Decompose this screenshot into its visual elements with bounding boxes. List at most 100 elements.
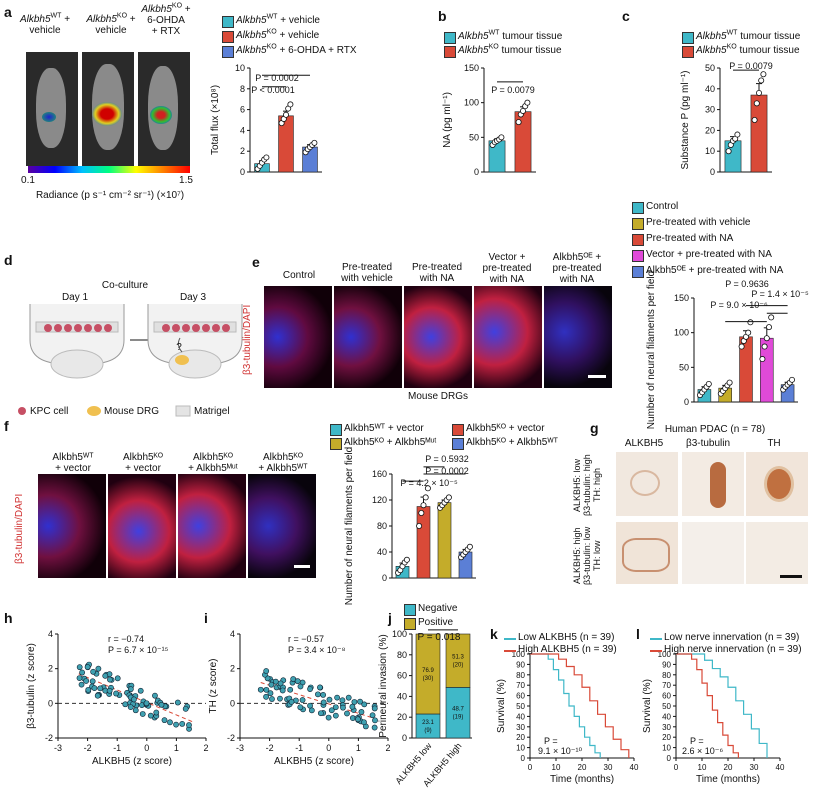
- g-col-1: ALKBH5: [624, 438, 664, 449]
- i-x-tick-label: 0: [326, 743, 331, 753]
- i-point: [297, 704, 304, 711]
- f-y-tick-label: 120: [372, 495, 387, 505]
- i-point: [351, 699, 358, 705]
- i-y-tick-label: 4: [230, 629, 235, 639]
- l-x-tick-label: 20: [724, 763, 733, 772]
- e-col-2: Pre-treated with vehicle: [341, 262, 393, 284]
- h-point: [127, 686, 134, 693]
- a-point: [287, 101, 294, 108]
- h-x-tick-label: -3: [54, 743, 62, 753]
- h-point: [132, 707, 139, 714]
- panel-label-f: f: [4, 418, 9, 434]
- k-x-tick-label: 20: [578, 763, 587, 772]
- ivis-image-rtx: [138, 52, 190, 166]
- i-y-tick-label: 2: [230, 664, 235, 674]
- j-y-tick-label: 20: [397, 712, 407, 722]
- e-point: [759, 356, 766, 363]
- h-point: [161, 717, 168, 724]
- c-point: [753, 100, 760, 107]
- h-y-label: β3-tubulin (z score): [26, 643, 37, 729]
- c-y-tick-label: 0: [710, 167, 715, 177]
- i-point: [344, 710, 350, 717]
- g-img-r2c1: [616, 522, 678, 584]
- h-point: [76, 664, 83, 671]
- l-y-tick-label: 80: [662, 671, 671, 680]
- h-point: [94, 692, 101, 699]
- h-point: [139, 711, 146, 717]
- legend-swatch: [632, 266, 644, 278]
- g-img-r1c1: [616, 452, 678, 516]
- e-point: [763, 335, 770, 342]
- f-point: [466, 543, 473, 550]
- c-point: [758, 77, 765, 84]
- h-point: [186, 722, 192, 728]
- e-p2: P = 1.4 × 10⁻⁵: [751, 289, 809, 299]
- k-series-high: [530, 653, 630, 758]
- k-x-tick-label: 10: [552, 763, 561, 772]
- a-y-label: Total flux (×10⁸): [210, 85, 221, 155]
- b-y-tick-label: 100: [464, 98, 479, 108]
- i-point: [371, 724, 378, 731]
- h-point: [179, 720, 186, 727]
- kpc-cell-icon: [18, 407, 26, 415]
- a-y-tick-label: 4: [240, 125, 245, 135]
- legend-l-low: Low nerve innervation (n = 39): [664, 632, 800, 643]
- c-point: [756, 89, 763, 96]
- i-point: [268, 681, 275, 688]
- e-point: [768, 314, 775, 321]
- l-y-tick-label: 30: [662, 723, 671, 732]
- legend-swatch: [682, 32, 694, 44]
- e-y-tick-label: 50: [679, 362, 689, 372]
- a-img-label-1: Alkbh5WT + vehicle: [19, 12, 71, 36]
- well-day3: [147, 304, 243, 379]
- i-point: [326, 696, 333, 703]
- a-p1: P = 0.0002: [255, 73, 299, 83]
- legend-swatch: [404, 604, 416, 616]
- legend-l-high: High nerve innervation (n = 39): [664, 644, 802, 655]
- k-y-tick-label: 20: [516, 733, 525, 742]
- e-y-tick-label: 0: [684, 397, 689, 407]
- i-point: [297, 683, 304, 690]
- j-y-label: Perineural invasion (%): [378, 634, 389, 737]
- e-xlabel: Mouse DRGs: [407, 391, 468, 402]
- l-p1: P =: [690, 736, 704, 746]
- f-image-2: [108, 474, 176, 578]
- c-point: [725, 148, 732, 155]
- legend-swatch: [632, 234, 644, 246]
- j-bar-label: (9): [424, 728, 431, 734]
- h-point: [143, 700, 150, 707]
- h-point: [122, 701, 129, 708]
- legend-swatch: [682, 46, 694, 58]
- b-y-tick-label: 150: [464, 63, 479, 73]
- i-point: [361, 719, 367, 726]
- i-point: [263, 668, 270, 674]
- legend-swatch: [222, 46, 234, 58]
- h-point: [85, 686, 92, 693]
- f-point: [422, 494, 429, 501]
- k-p2: 9.1 × 10⁻¹⁰: [538, 746, 583, 756]
- i-r: r = −0.57: [288, 634, 325, 644]
- h-y-tick-label: 4: [48, 629, 53, 639]
- legend-swatch: [632, 202, 644, 214]
- i-point: [320, 699, 327, 706]
- h-point: [153, 709, 160, 716]
- i-point: [320, 691, 327, 698]
- h-point: [91, 685, 98, 692]
- b-point: [524, 99, 531, 106]
- e-point: [766, 324, 773, 331]
- b-p: P = 0.0079: [491, 85, 535, 95]
- b-y-tick-label: 50: [469, 132, 479, 142]
- h-point: [173, 721, 179, 728]
- i-y-tick-label: 0: [230, 698, 235, 708]
- d-legend-drg: Mouse DRG: [104, 406, 160, 417]
- legend-j-positive: Positive: [418, 617, 454, 628]
- panel-label-e: e: [252, 254, 260, 270]
- l-x-tick-label: 30: [750, 763, 759, 772]
- legend-c-item-1: Alkbh5WT tumour tissue: [696, 29, 801, 42]
- b-point: [515, 119, 522, 126]
- i-x-tick-label: 2: [385, 743, 390, 753]
- legend-line: [650, 638, 662, 640]
- h-x-label: ALKBH5 (z score): [92, 756, 172, 767]
- h-point: [147, 712, 154, 719]
- k-y-tick-label: 100: [512, 650, 526, 659]
